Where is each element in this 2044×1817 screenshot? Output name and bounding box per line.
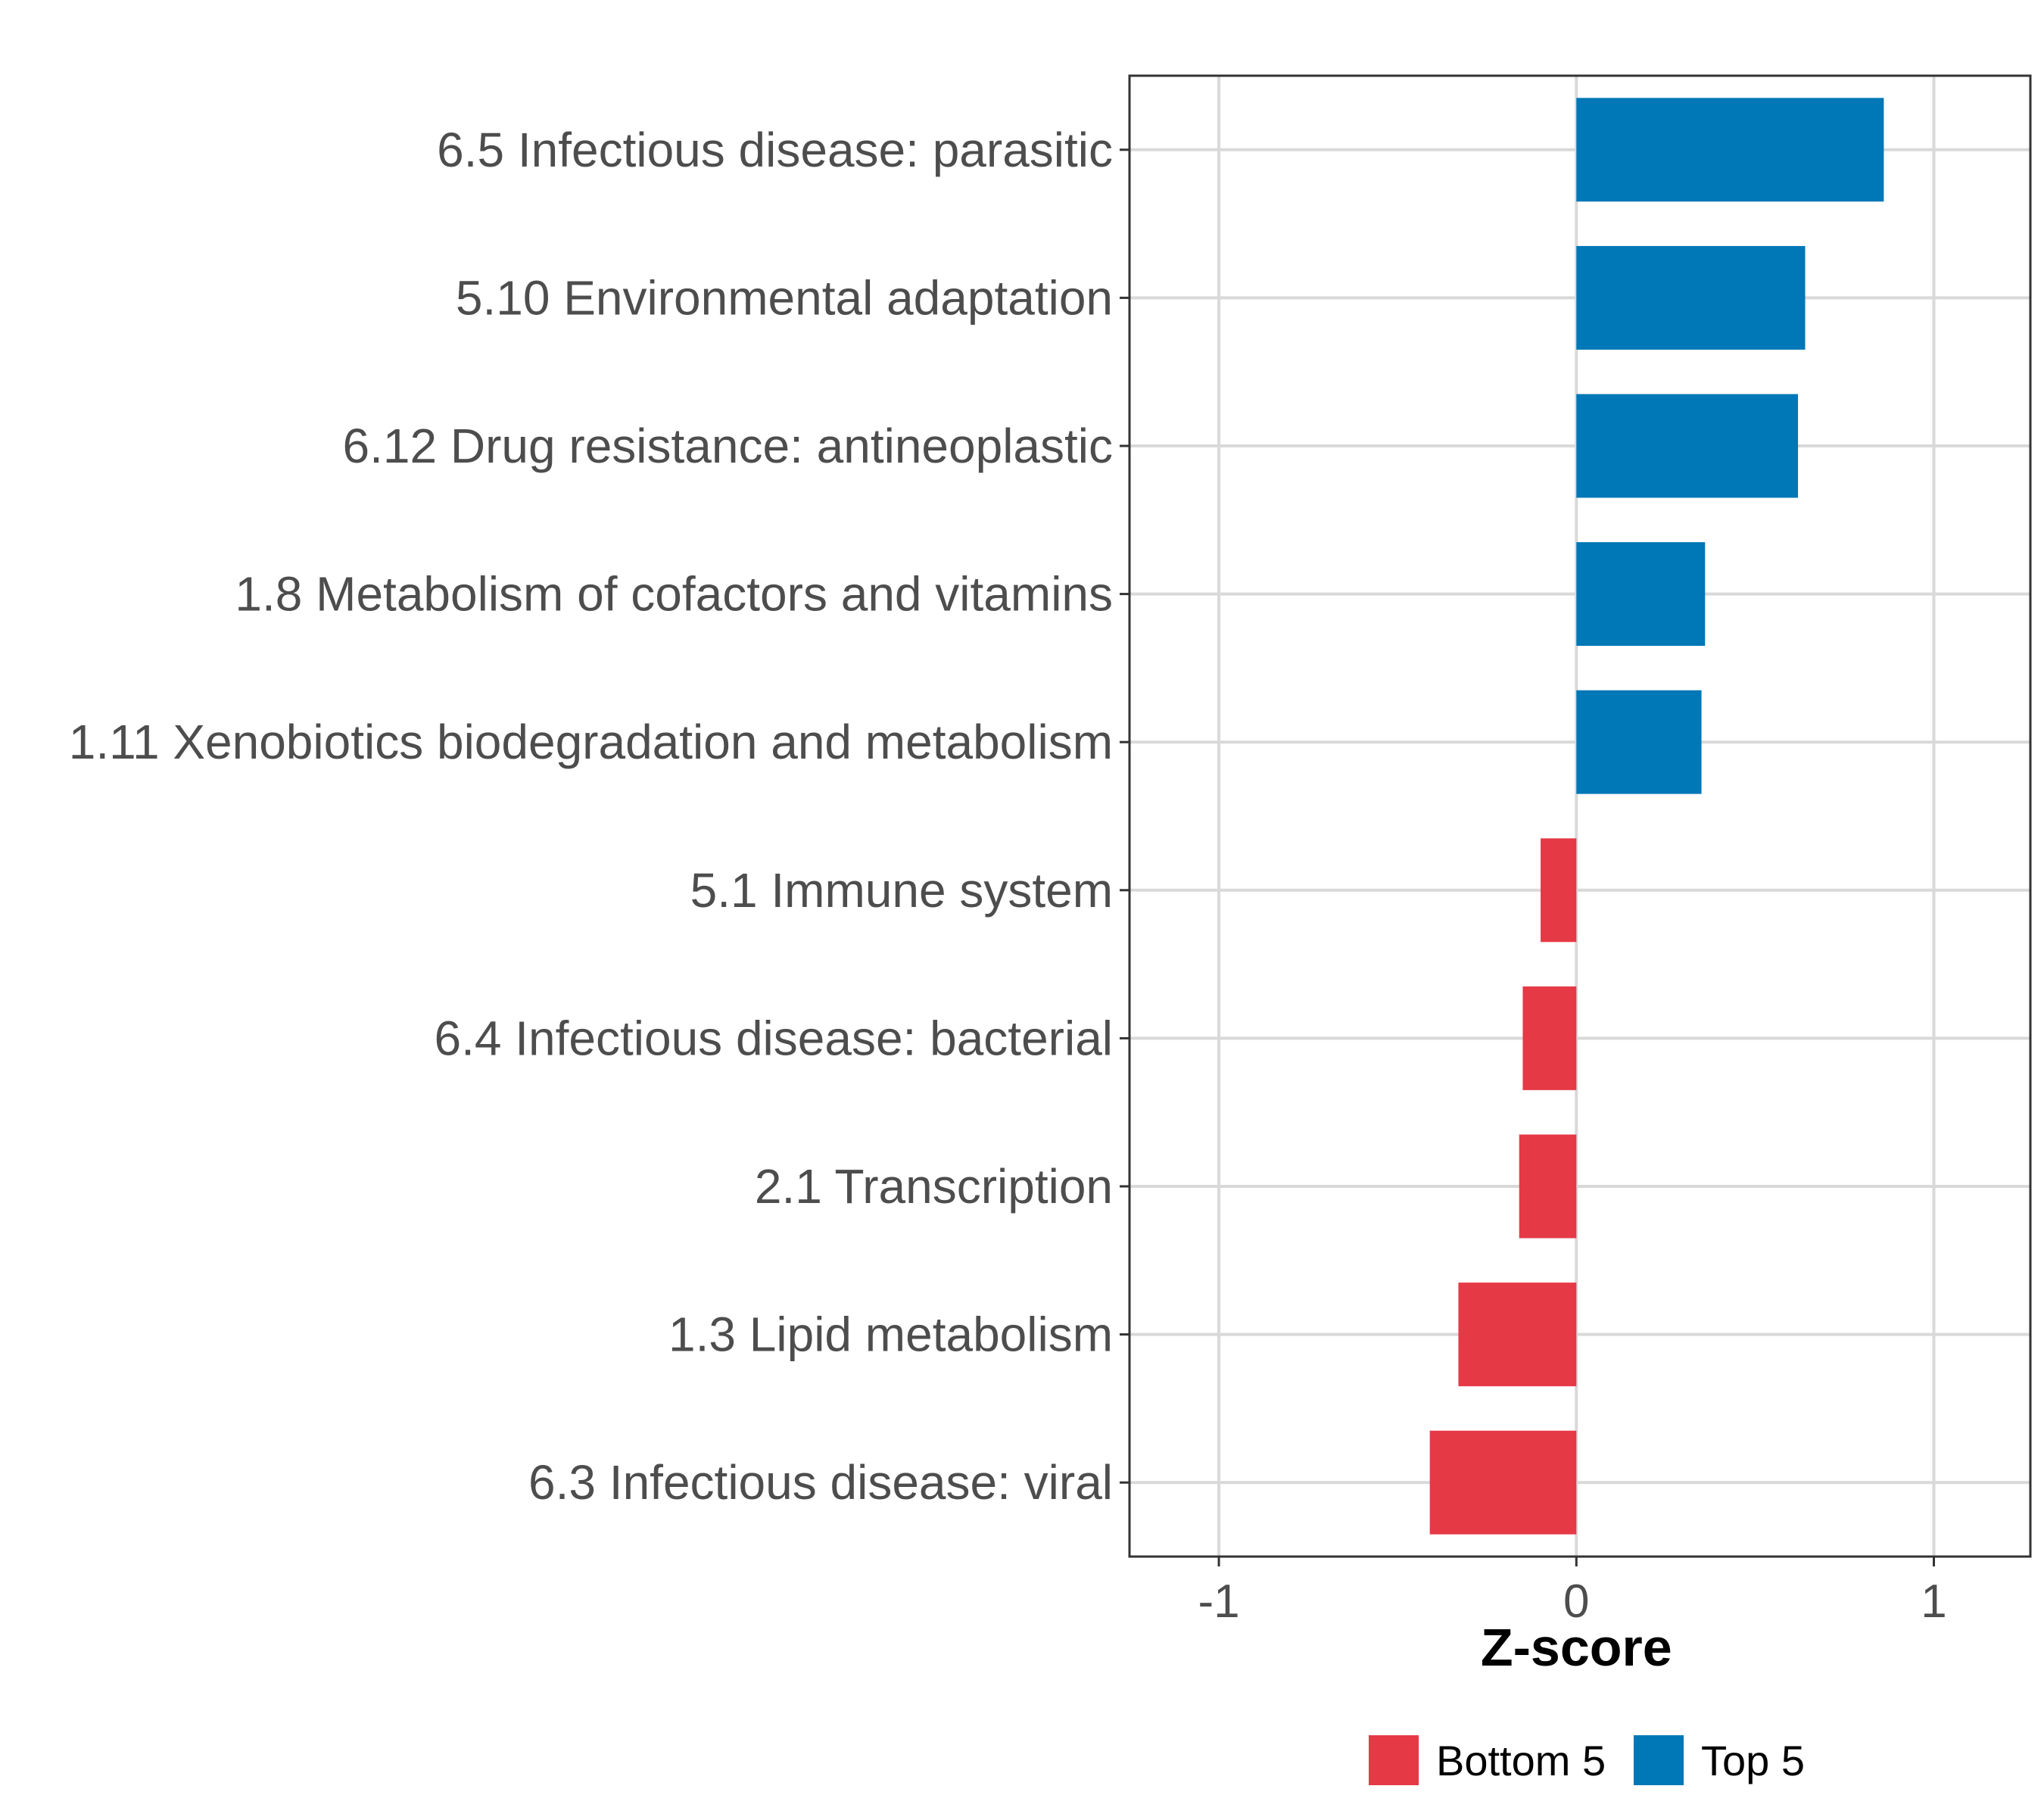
category-label: 6.5 Infectious disease: parasitic <box>437 123 1113 177</box>
x-tick-label: 1 <box>1921 1575 1946 1628</box>
bar-1 <box>1576 98 1884 202</box>
legend-swatch-bottom-5 <box>1369 1735 1419 1785</box>
legend-swatch-top-5 <box>1634 1735 1684 1785</box>
category-label: 6.4 Infectious disease: bacterial <box>434 1011 1113 1065</box>
x-tick-label: -1 <box>1198 1575 1239 1628</box>
bar-layer <box>1429 98 1884 1535</box>
category-label: 1.11 Xenobiotics biodegradation and meta… <box>69 715 1113 769</box>
bar-5 <box>1576 690 1702 794</box>
legend-label-top-5: Top 5 <box>1701 1737 1805 1784</box>
bar-6 <box>1541 838 1577 943</box>
plot-panel-border <box>1128 74 2032 1558</box>
legend: Bottom 5 Top 5 <box>1369 1735 1805 1785</box>
category-label: 6.12 Drug resistance: antineoplastic <box>343 419 1113 473</box>
category-label: 6.3 Infectious disease: viral <box>528 1455 1113 1510</box>
x-axis: -1 0 1 <box>1198 1557 1947 1628</box>
category-label: 1.8 Metabolism of cofactors and vitamins <box>235 567 1113 622</box>
category-label: 2.1 Transcription <box>755 1159 1113 1214</box>
x-axis-title: Z-score <box>1481 1618 1672 1677</box>
x-tick-label: 0 <box>1563 1575 1589 1628</box>
category-label: 5.1 Immune system <box>690 863 1113 918</box>
category-label: 1.3 Lipid metabolism <box>668 1307 1113 1362</box>
bar-10 <box>1429 1430 1577 1535</box>
bar-7 <box>1522 986 1577 1090</box>
bar-4 <box>1576 542 1706 647</box>
bar-8 <box>1519 1134 1577 1239</box>
bar-9 <box>1458 1282 1577 1387</box>
category-label: 5.10 Environmental adaptation <box>456 270 1113 325</box>
bar-3 <box>1576 394 1799 498</box>
legend-label-bottom-5: Bottom 5 <box>1436 1737 1606 1784</box>
bar-2 <box>1576 245 1806 350</box>
y-axis: 6.5 Infectious disease: parasitic 5.10 En… <box>69 123 1129 1510</box>
